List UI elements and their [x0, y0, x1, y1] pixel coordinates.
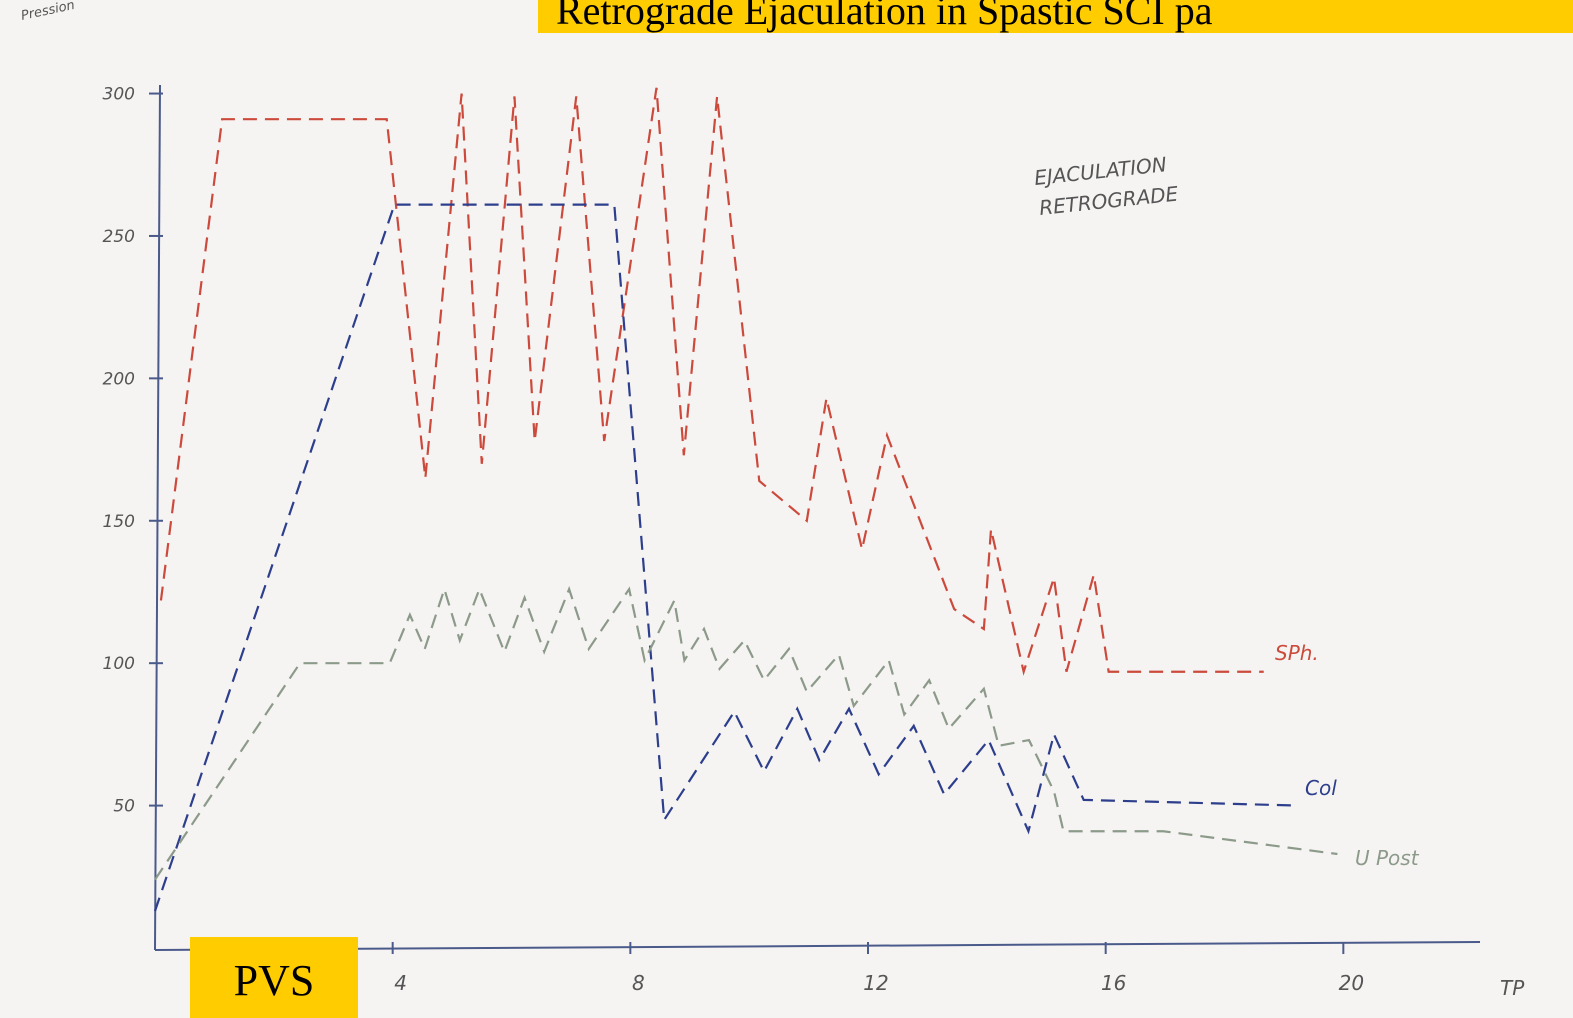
y-axis	[154, 84, 161, 951]
y-tick-label: 250	[103, 227, 135, 247]
badge: PVS	[234, 956, 315, 1005]
legend-label: U Post	[1355, 846, 1420, 870]
x-tick-label: 8	[632, 971, 645, 995]
y-tick-label: 150	[103, 512, 135, 532]
x-axis	[154, 941, 1481, 951]
y-axis-label: Pression	[20, 0, 76, 24]
badge-box	[190, 937, 358, 1018]
chart-title: Retrograde Ejaculation in Spastic SCI pa	[556, 0, 1213, 33]
x-axis-label: TP	[1500, 976, 1525, 1000]
plot-area: 50 100 150 200 250 300 4 8 12 16 20 SPh. Col U Post	[103, 85, 1420, 995]
y-tick-label: 50	[113, 797, 135, 817]
y-tick-label: 200	[103, 369, 135, 389]
x-tick-label: 4	[394, 971, 407, 995]
series-line	[154, 585, 1338, 881]
legend-label: SPh.	[1275, 641, 1319, 665]
series-line	[159, 87, 1264, 676]
y-tick-label: 300	[103, 85, 135, 105]
x-tick-label: 16	[1101, 971, 1126, 995]
legend-label: Col	[1305, 776, 1337, 800]
x-tick-label: 12	[863, 971, 888, 995]
x-tick-label: 20	[1339, 971, 1364, 995]
series-line	[153, 203, 1299, 912]
y-tick-label: 100	[103, 654, 135, 674]
title-box	[538, 0, 1573, 33]
